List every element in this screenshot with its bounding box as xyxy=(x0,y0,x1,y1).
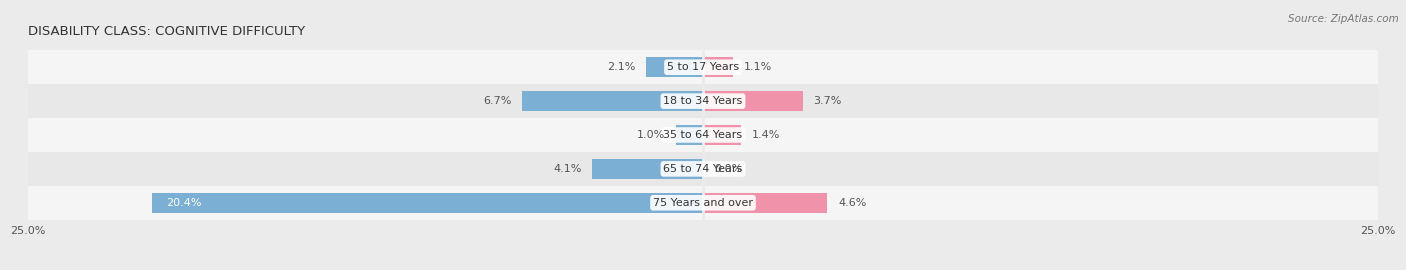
Text: 5 to 17 Years: 5 to 17 Years xyxy=(666,62,740,72)
Bar xyxy=(647,58,703,77)
Text: 3.7%: 3.7% xyxy=(814,96,842,106)
Text: 1.4%: 1.4% xyxy=(752,130,780,140)
Text: 2.1%: 2.1% xyxy=(607,62,636,72)
Text: 6.7%: 6.7% xyxy=(482,96,512,106)
Bar xyxy=(28,50,1378,84)
Bar xyxy=(703,193,827,212)
Text: 1.0%: 1.0% xyxy=(637,130,665,140)
Text: 65 to 74 Years: 65 to 74 Years xyxy=(664,164,742,174)
Bar xyxy=(28,84,1378,118)
Text: DISABILITY CLASS: COGNITIVE DIFFICULTY: DISABILITY CLASS: COGNITIVE DIFFICULTY xyxy=(28,25,305,38)
Bar xyxy=(28,186,1378,220)
Text: Source: ZipAtlas.com: Source: ZipAtlas.com xyxy=(1288,14,1399,23)
Bar xyxy=(703,125,741,145)
Text: 4.6%: 4.6% xyxy=(838,198,866,208)
Bar xyxy=(28,152,1378,186)
Bar xyxy=(703,91,803,111)
Text: 18 to 34 Years: 18 to 34 Years xyxy=(664,96,742,106)
Bar xyxy=(676,125,703,145)
Bar xyxy=(703,58,733,77)
Text: 4.1%: 4.1% xyxy=(553,164,582,174)
Bar xyxy=(592,159,703,179)
Bar xyxy=(522,91,703,111)
Bar xyxy=(152,193,703,212)
Bar xyxy=(28,118,1378,152)
Text: 1.1%: 1.1% xyxy=(744,62,772,72)
Text: 75 Years and over: 75 Years and over xyxy=(652,198,754,208)
Text: 35 to 64 Years: 35 to 64 Years xyxy=(664,130,742,140)
Text: 0.0%: 0.0% xyxy=(714,164,742,174)
Text: 20.4%: 20.4% xyxy=(166,198,201,208)
